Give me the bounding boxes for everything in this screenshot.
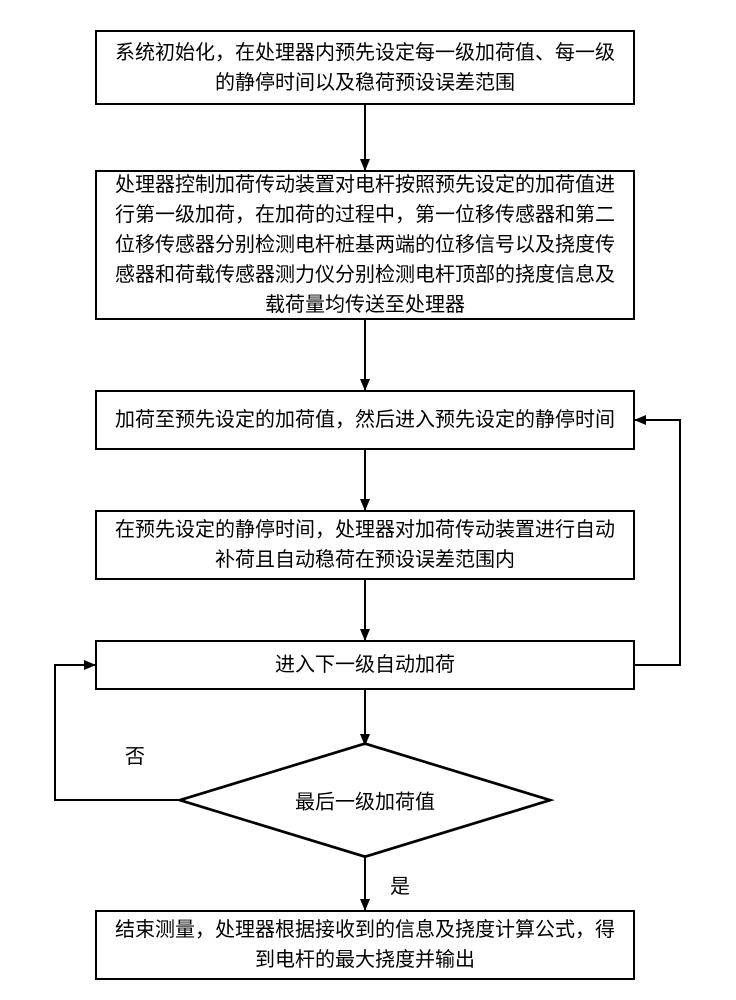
process-text: 结束测量，处理器根据接收到的信息及挠度计算公式，得到电杆的最大挠度并输出 [111, 915, 619, 975]
process-text: 在预先设定的静停时间，处理器对加荷传动装置进行自动补荷且自动稳荷在预设误差范围内 [111, 515, 619, 575]
process-box-reach-load: 加荷至预先设定的加荷值，然后进入预先设定的静停时间 [95, 390, 635, 450]
label-yes: 是 [390, 870, 410, 899]
process-text: 进入下一级自动加荷 [275, 650, 455, 680]
process-box-output: 结束测量，处理器根据接收到的信息及挠度计算公式，得到电杆的最大挠度并输出 [95, 910, 635, 980]
decision-text: 最后一级加荷值 [295, 786, 435, 815]
process-box-hold-load: 在预先设定的静停时间，处理器对加荷传动装置进行自动补荷且自动稳荷在预设误差范围内 [95, 510, 635, 580]
flowchart-canvas: 系统初始化，在处理器内预先设定每一级加荷值、每一级的静停时间以及稳荷预设误差范围… [0, 0, 736, 1000]
decision-last-level: 最后一级加荷值 [185, 745, 545, 855]
process-box-first-load: 处理器控制加荷传动装置对电杆按照预先设定的加荷值进行第一级加荷，在加荷的过程中，… [95, 170, 635, 320]
process-text: 处理器控制加荷传动装置对电杆按照预先设定的加荷值进行第一级加荷，在加荷的过程中，… [111, 170, 619, 320]
process-box-init: 系统初始化，在处理器内预先设定每一级加荷值、每一级的静停时间以及稳荷预设误差范围 [95, 30, 635, 105]
process-text: 系统初始化，在处理器内预先设定每一级加荷值、每一级的静停时间以及稳荷预设误差范围 [111, 38, 619, 98]
label-no: 否 [125, 740, 145, 769]
process-box-next-level: 进入下一级自动加荷 [95, 640, 635, 690]
process-text: 加荷至预先设定的加荷值，然后进入预先设定的静停时间 [115, 405, 615, 435]
